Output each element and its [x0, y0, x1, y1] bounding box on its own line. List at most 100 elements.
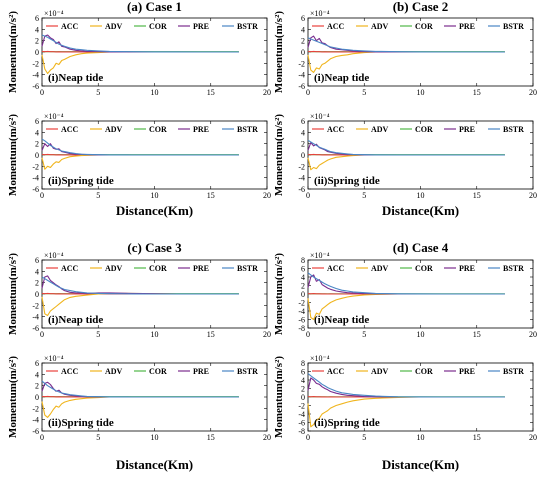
y-tick-label: 6 — [35, 14, 39, 23]
y-tick-label: 2 — [35, 279, 39, 288]
x-tick-label: 0 — [40, 88, 44, 97]
y-axis-label: Momentum(m/s²) — [7, 114, 19, 196]
y-tick-label: 0 — [35, 151, 39, 160]
tide-label: (ii)Spring tide — [314, 417, 380, 429]
legend-label: PRE — [193, 367, 209, 376]
x-tick-label: 15 — [207, 88, 215, 97]
y-tick-label: 0 — [35, 48, 39, 57]
y-tick-label: -4 — [32, 416, 39, 425]
x-tick-label: 5 — [96, 88, 100, 97]
tide-label: (ii)Spring tide — [48, 175, 114, 187]
x-tick-label: 15 — [207, 330, 215, 339]
y-tick-label: 6 — [301, 117, 305, 126]
series-line-bstr — [41, 276, 239, 295]
y-tick-label: 4 — [301, 376, 305, 385]
legend-label: BSTR — [503, 22, 524, 31]
x-tick-label: 5 — [362, 88, 366, 97]
y-tick-label: 6 — [35, 256, 39, 265]
y-tick-label: 4 — [35, 25, 39, 34]
x-tick-label: 20 — [263, 330, 271, 339]
y-axis-label: Momentum(m/s²) — [7, 253, 19, 335]
legend-label: PRE — [193, 264, 209, 273]
y-tick-label: -2 — [32, 404, 39, 413]
x-tick-label: 20 — [529, 88, 537, 97]
y-axis-label: Momentum(m/s²) — [273, 356, 285, 438]
legend-label: PRE — [459, 367, 475, 376]
legend-label: ACC — [327, 22, 345, 31]
x-tick-label: 10 — [151, 330, 159, 339]
x-tick-label: 5 — [96, 433, 100, 442]
x-tick-label: 0 — [306, 433, 310, 442]
x-axis-label: Distance(Km) — [382, 457, 459, 472]
y-tick-label: -6 — [32, 324, 39, 333]
x-axis-label: Distance(Km) — [116, 203, 193, 218]
axis-exponent: ×10⁻⁴ — [44, 354, 64, 363]
legend-label: ACC — [61, 367, 79, 376]
y-tick-label: 8 — [301, 256, 305, 265]
x-tick-label: 20 — [263, 88, 271, 97]
tide-label: (i)Neap tide — [48, 72, 103, 84]
legend-label: COR — [415, 264, 433, 273]
series-line-bstr — [307, 373, 505, 398]
axis-exponent: ×10⁻⁴ — [44, 251, 64, 260]
x-tick-label: 0 — [40, 191, 44, 200]
legend-label: ACC — [327, 264, 345, 273]
legend-label: COR — [415, 22, 433, 31]
y-tick-label: 2 — [301, 282, 305, 291]
x-tick-label: 0 — [40, 433, 44, 442]
legend-label: ADV — [371, 367, 389, 376]
x-tick-label: 5 — [96, 330, 100, 339]
x-tick-label: 10 — [151, 88, 159, 97]
series-line-bstr — [41, 138, 239, 156]
legend-label: PRE — [193, 125, 209, 134]
x-tick-label: 0 — [40, 330, 44, 339]
legend-label: BSTR — [237, 22, 258, 31]
x-tick-label: 10 — [417, 191, 425, 200]
tide-label: (i)Neap tide — [314, 314, 369, 326]
x-tick-label: 10 — [417, 330, 425, 339]
legend-label: PRE — [459, 264, 475, 273]
y-tick-label: 0 — [35, 290, 39, 299]
x-tick-label: 5 — [362, 433, 366, 442]
legend-label: COR — [415, 125, 433, 134]
x-tick-label: 20 — [529, 191, 537, 200]
tide-label: (i)Neap tide — [48, 314, 103, 326]
y-tick-label: 6 — [35, 117, 39, 126]
legend-label: COR — [415, 367, 433, 376]
legend-label: ACC — [61, 22, 79, 31]
y-tick-label: 4 — [301, 25, 305, 34]
legend-label: BSTR — [237, 367, 258, 376]
y-tick-label: 2 — [301, 140, 305, 149]
y-tick-label: 0 — [35, 393, 39, 402]
axis-exponent: ×10⁻⁴ — [310, 112, 330, 121]
x-tick-label: 15 — [207, 433, 215, 442]
legend-label: ADV — [371, 125, 389, 134]
x-tick-label: 20 — [529, 433, 537, 442]
y-tick-label: 0 — [301, 393, 305, 402]
x-tick-label: 15 — [473, 433, 481, 442]
legend-label: ADV — [371, 264, 389, 273]
legend-label: PRE — [459, 22, 475, 31]
y-tick-label: -6 — [32, 185, 39, 194]
y-tick-label: 0 — [301, 151, 305, 160]
legend-label: BSTR — [503, 367, 524, 376]
axis-exponent: ×10⁻⁴ — [310, 251, 330, 260]
case-title: (d) Case 4 — [393, 240, 449, 255]
x-tick-label: 20 — [263, 191, 271, 200]
y-tick-label: -2 — [32, 301, 39, 310]
case-title: (c) Case 3 — [127, 240, 182, 255]
series-line-bstr — [307, 37, 505, 53]
y-axis-label: Momentum(m/s²) — [273, 114, 285, 196]
y-tick-label: 6 — [301, 265, 305, 274]
x-tick-label: 15 — [473, 191, 481, 200]
x-axis-label: Distance(Km) — [116, 457, 193, 472]
x-tick-label: 10 — [417, 433, 425, 442]
legend-label: COR — [149, 264, 167, 273]
y-tick-label: -2 — [298, 59, 305, 68]
y-tick-label: -8 — [298, 324, 305, 333]
legend-label: COR — [149, 125, 167, 134]
